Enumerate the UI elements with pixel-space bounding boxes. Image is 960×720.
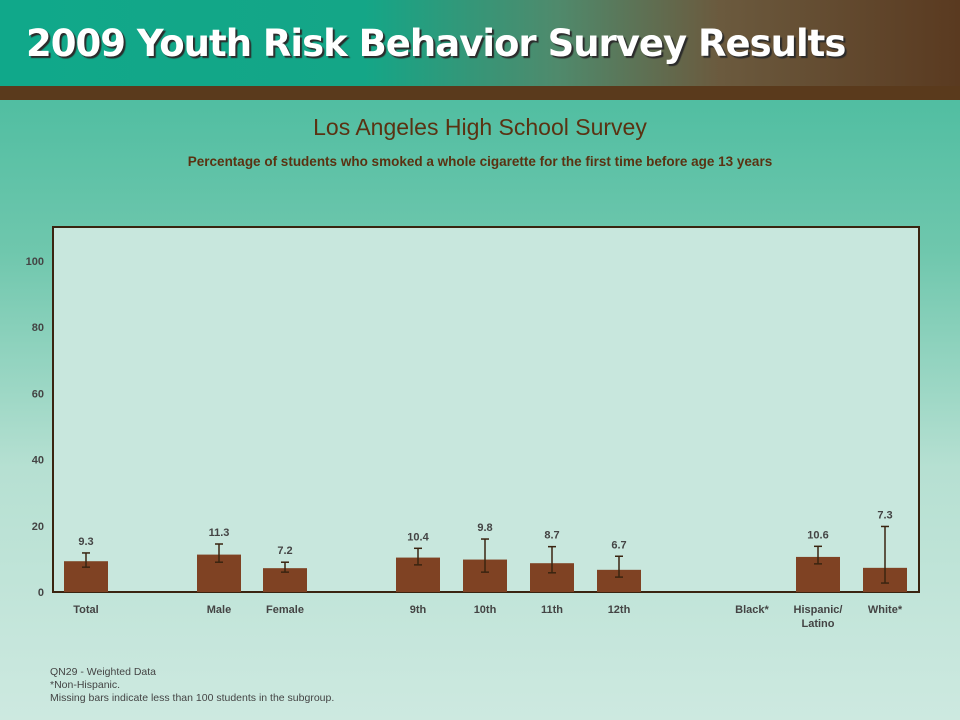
x-tick-label: Black*	[735, 604, 769, 616]
x-tick-label: White*	[868, 604, 903, 616]
data-label: 9.3	[78, 536, 93, 548]
x-tick-label: Hispanic/Latino	[794, 604, 843, 630]
plot-area	[52, 226, 920, 593]
chart-title: Los Angeles High School Survey	[313, 114, 647, 140]
y-axis: 0 20 40 60 80 100	[26, 256, 44, 599]
footnote-nonhispanic: *Non-Hispanic.	[50, 679, 121, 691]
x-tick-label: 12th	[608, 604, 631, 616]
footnote-missing-bars: Missing bars indicate less than 100 stud…	[50, 692, 335, 704]
title-banner: 2009 Youth Risk Behavior Survey Results	[0, 0, 960, 86]
data-label: 10.4	[407, 531, 429, 543]
x-tick-label: 11th	[541, 604, 563, 616]
x-tick-label: Male	[207, 604, 231, 616]
bars-group: 9.3 11.3 7.2 10.4 9.8 8.7 6.7 10.6 7.3	[64, 509, 907, 592]
footnotes: QN29 - Weighted Data *Non-Hispanic. Miss…	[50, 666, 334, 705]
y-tick-label: 0	[38, 587, 44, 599]
data-label: 9.8	[477, 522, 492, 534]
banner-divider	[0, 86, 960, 100]
data-label: 8.7	[544, 530, 559, 542]
y-tick-label: 100	[26, 256, 44, 268]
bar	[263, 568, 307, 592]
data-label: 7.3	[877, 509, 892, 521]
chart-subtitle: Percentage of students who smoked a whol…	[187, 154, 773, 169]
footnote-source: QN29 - Weighted Data	[50, 666, 157, 678]
x-tick-label: Total	[73, 604, 98, 616]
y-tick-label: 60	[32, 388, 44, 400]
data-label: 7.2	[277, 545, 292, 557]
data-label: 10.6	[807, 529, 828, 541]
data-label: 6.7	[611, 539, 626, 551]
y-tick-label: 80	[32, 322, 44, 334]
x-axis-labels: Total Male Female 9th 10th 11th 12th Black* Hisp…	[73, 604, 903, 630]
y-tick-label: 20	[32, 521, 44, 533]
data-label: 11.3	[209, 527, 230, 539]
banner-title: 2009 Youth Risk Behavior Survey Results	[26, 22, 846, 65]
x-tick-label: 10th	[474, 604, 497, 616]
x-tick-label: Female	[266, 604, 304, 616]
x-tick-label: 9th	[410, 604, 427, 616]
y-tick-label: 40	[32, 455, 44, 467]
bar	[597, 569, 641, 592]
